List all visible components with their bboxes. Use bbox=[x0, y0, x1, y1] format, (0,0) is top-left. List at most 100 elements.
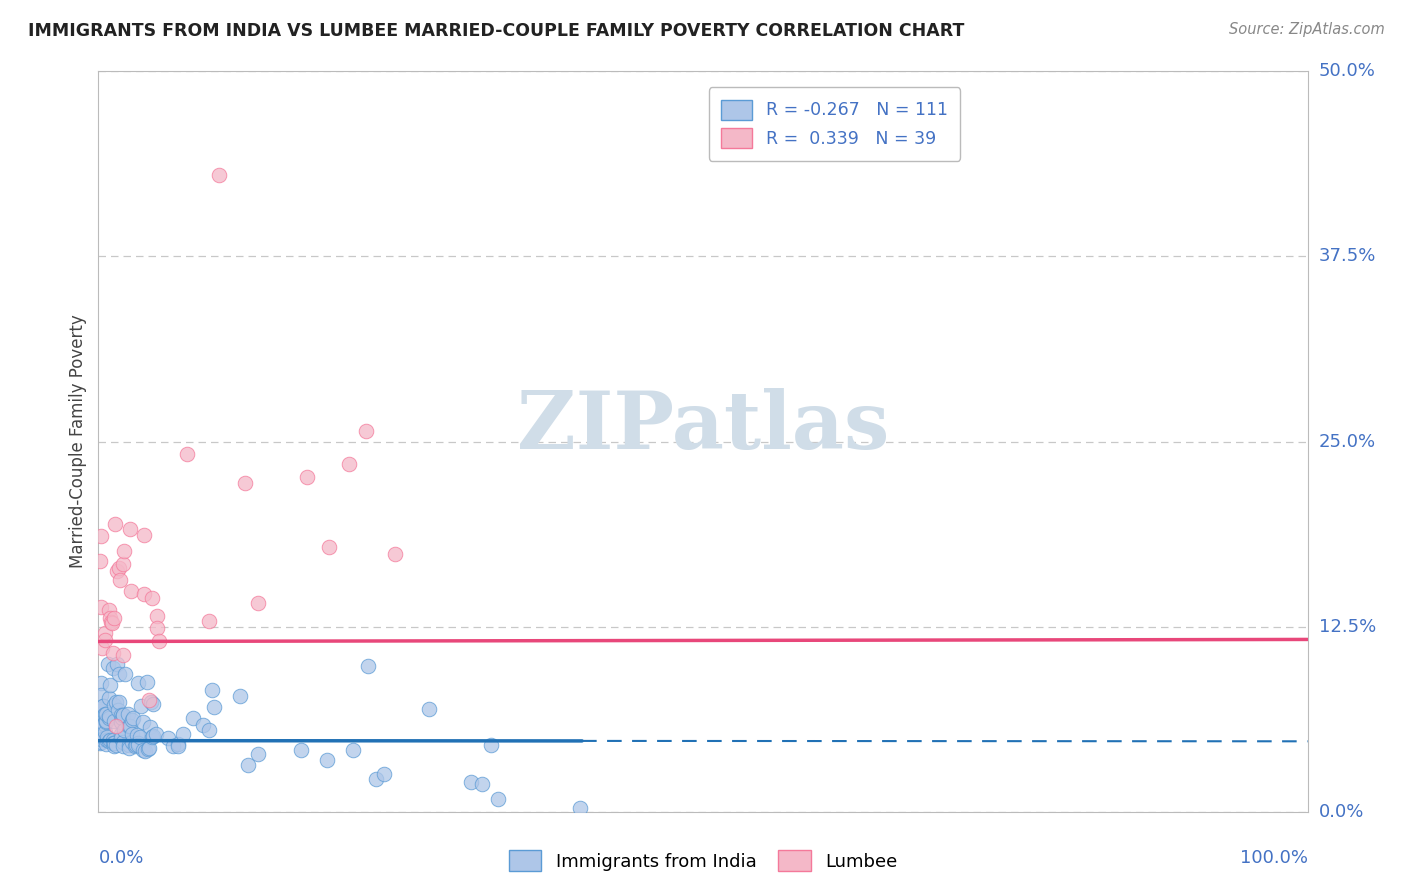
Point bbox=[356, 658, 378, 673]
Point bbox=[101, 661, 124, 675]
Point bbox=[97, 734, 120, 748]
Point bbox=[233, 475, 256, 490]
Point bbox=[89, 727, 111, 741]
Point bbox=[202, 700, 225, 714]
Point bbox=[112, 544, 135, 558]
Point bbox=[111, 735, 134, 749]
Point bbox=[112, 739, 135, 754]
Point bbox=[118, 719, 141, 733]
Point bbox=[90, 641, 112, 656]
Point bbox=[98, 733, 121, 747]
Point bbox=[112, 648, 135, 662]
Point bbox=[125, 738, 148, 752]
Point bbox=[89, 704, 111, 718]
Point bbox=[373, 766, 395, 780]
Point bbox=[129, 698, 152, 713]
Point bbox=[90, 734, 112, 748]
Point bbox=[90, 709, 112, 723]
Point bbox=[142, 729, 165, 743]
Point bbox=[167, 737, 190, 751]
Point bbox=[117, 706, 139, 721]
Point bbox=[134, 587, 156, 601]
Point bbox=[94, 706, 117, 721]
Point bbox=[96, 737, 118, 751]
Point bbox=[107, 695, 129, 709]
Point bbox=[105, 719, 128, 733]
Point bbox=[94, 725, 117, 739]
Point bbox=[97, 711, 120, 725]
Point bbox=[96, 732, 118, 747]
Point bbox=[124, 739, 146, 753]
Point bbox=[337, 457, 360, 471]
Point bbox=[201, 683, 224, 698]
Point bbox=[100, 615, 122, 629]
Point bbox=[356, 424, 378, 438]
Point bbox=[89, 713, 111, 727]
Point bbox=[118, 522, 141, 536]
Point bbox=[103, 736, 125, 750]
Point bbox=[121, 735, 143, 749]
Point bbox=[141, 695, 163, 709]
Point bbox=[93, 717, 115, 731]
Point bbox=[114, 666, 136, 681]
Point bbox=[94, 706, 117, 721]
Point bbox=[101, 733, 124, 747]
Point bbox=[112, 723, 135, 737]
Point bbox=[138, 720, 160, 734]
Point bbox=[197, 614, 219, 628]
Point bbox=[91, 699, 114, 714]
Point bbox=[167, 739, 190, 753]
Point bbox=[111, 708, 134, 723]
Point bbox=[104, 695, 127, 709]
Point bbox=[247, 597, 270, 611]
Point bbox=[110, 731, 132, 745]
Point bbox=[90, 676, 112, 690]
Point bbox=[121, 727, 143, 741]
Text: 0.0%: 0.0% bbox=[1319, 803, 1364, 821]
Point bbox=[98, 610, 121, 624]
Point bbox=[93, 707, 115, 722]
Point bbox=[110, 708, 132, 723]
Point bbox=[162, 739, 184, 753]
Point bbox=[460, 774, 482, 789]
Point bbox=[122, 711, 145, 725]
Point bbox=[142, 698, 165, 712]
Point bbox=[98, 690, 121, 705]
Point bbox=[103, 739, 125, 754]
Point bbox=[89, 723, 111, 737]
Point bbox=[118, 740, 141, 755]
Point bbox=[127, 676, 149, 690]
Point bbox=[93, 632, 115, 647]
Point bbox=[94, 714, 117, 728]
Point bbox=[290, 742, 312, 756]
Point bbox=[90, 732, 112, 747]
Point bbox=[108, 667, 131, 681]
Point bbox=[236, 757, 259, 772]
Point bbox=[148, 634, 170, 648]
Point bbox=[89, 554, 111, 568]
Text: 12.5%: 12.5% bbox=[1319, 617, 1376, 636]
Point bbox=[97, 657, 120, 671]
Point bbox=[103, 714, 125, 728]
Point bbox=[569, 801, 592, 815]
Point bbox=[105, 657, 128, 671]
Point bbox=[98, 678, 121, 692]
Point bbox=[94, 714, 117, 729]
Text: Source: ZipAtlas.com: Source: ZipAtlas.com bbox=[1229, 22, 1385, 37]
Point bbox=[98, 602, 121, 616]
Point bbox=[89, 736, 111, 750]
Point bbox=[118, 719, 141, 733]
Point bbox=[96, 730, 118, 744]
Point bbox=[342, 743, 364, 757]
Point bbox=[120, 583, 142, 598]
Point bbox=[101, 736, 124, 750]
Point bbox=[486, 792, 509, 806]
Point bbox=[138, 692, 160, 706]
Point bbox=[471, 776, 494, 790]
Point bbox=[110, 727, 132, 741]
Point bbox=[129, 730, 152, 744]
Point bbox=[479, 738, 502, 752]
Point bbox=[134, 744, 156, 758]
Point bbox=[90, 599, 112, 614]
Point bbox=[111, 557, 134, 571]
